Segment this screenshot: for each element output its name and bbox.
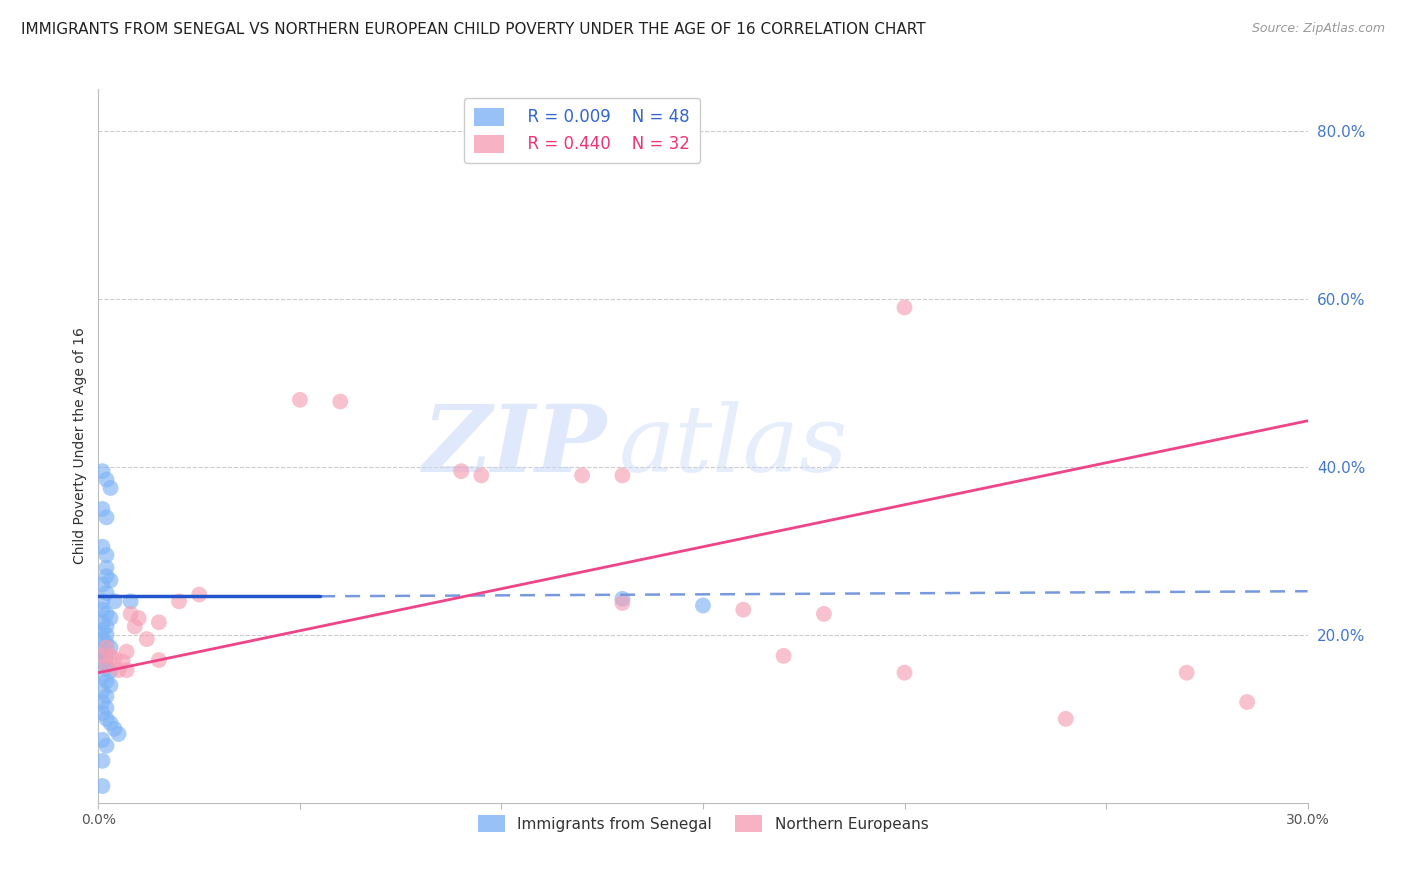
Point: [128, 611, 150, 625]
Point: [612, 591, 634, 606]
Text: IMMIGRANTS FROM SENEGAL VS NORTHERN EUROPEAN CHILD POVERTY UNDER THE AGE OF 16 C: IMMIGRANTS FROM SENEGAL VS NORTHERN EURO…: [21, 22, 925, 37]
Point: [100, 648, 122, 663]
Point: [103, 722, 125, 736]
Point: [100, 611, 122, 625]
Point: [100, 664, 122, 678]
Point: [91, 464, 114, 478]
Point: [91, 655, 114, 669]
Point: [100, 678, 122, 692]
Point: [91, 577, 114, 591]
Point: [96, 560, 118, 574]
Text: ZIP: ZIP: [422, 401, 606, 491]
Point: [91, 645, 114, 659]
Point: [96, 473, 118, 487]
Point: [188, 588, 211, 602]
Point: [96, 586, 118, 600]
Point: [103, 594, 125, 608]
Point: [91, 648, 114, 663]
Point: [91, 502, 114, 516]
Point: [612, 596, 634, 610]
Point: [91, 732, 114, 747]
Point: [91, 603, 114, 617]
Point: [100, 481, 122, 495]
Point: [450, 464, 472, 478]
Text: Source: ZipAtlas.com: Source: ZipAtlas.com: [1251, 22, 1385, 36]
Point: [91, 615, 114, 630]
Point: [91, 779, 114, 793]
Point: [100, 640, 122, 655]
Point: [470, 468, 492, 483]
Point: [813, 607, 835, 621]
Point: [91, 754, 114, 768]
Point: [91, 695, 114, 709]
Point: [772, 648, 794, 663]
Point: [893, 301, 915, 315]
Point: [91, 632, 114, 646]
Point: [96, 689, 118, 703]
Point: [96, 739, 118, 753]
Point: [96, 660, 118, 674]
Point: [91, 684, 114, 698]
Point: [612, 468, 634, 483]
Point: [91, 624, 114, 638]
Point: [96, 701, 118, 715]
Point: [103, 651, 125, 665]
Point: [893, 665, 915, 680]
Point: [1236, 695, 1258, 709]
Point: [96, 619, 118, 633]
Point: [288, 392, 311, 407]
Point: [1175, 665, 1198, 680]
Point: [107, 663, 129, 677]
Point: [124, 619, 146, 633]
Point: [96, 569, 118, 583]
Point: [91, 670, 114, 684]
Point: [107, 727, 129, 741]
Point: [148, 653, 170, 667]
Legend: Immigrants from Senegal, Northern Europeans: Immigrants from Senegal, Northern Europe…: [471, 809, 935, 838]
Point: [1054, 712, 1077, 726]
Text: atlas: atlas: [619, 401, 848, 491]
Point: [148, 615, 170, 630]
Point: [96, 712, 118, 726]
Point: [692, 599, 714, 613]
Y-axis label: Child Poverty Under the Age of 16: Child Poverty Under the Age of 16: [73, 327, 87, 565]
Point: [100, 574, 122, 588]
Point: [571, 468, 593, 483]
Point: [115, 663, 138, 677]
Point: [96, 510, 118, 524]
Point: [91, 594, 114, 608]
Point: [135, 632, 157, 646]
Point: [91, 540, 114, 554]
Point: [96, 636, 118, 650]
Point: [167, 594, 190, 608]
Point: [100, 716, 122, 731]
Point: [96, 648, 118, 663]
Point: [120, 594, 142, 608]
Point: [111, 655, 134, 669]
Point: [96, 659, 118, 673]
Point: [96, 548, 118, 562]
Point: [91, 706, 114, 720]
Point: [329, 394, 352, 409]
Point: [115, 645, 138, 659]
Point: [120, 607, 142, 621]
Point: [96, 674, 118, 689]
Point: [733, 603, 755, 617]
Point: [96, 607, 118, 621]
Point: [96, 640, 118, 655]
Point: [96, 628, 118, 642]
